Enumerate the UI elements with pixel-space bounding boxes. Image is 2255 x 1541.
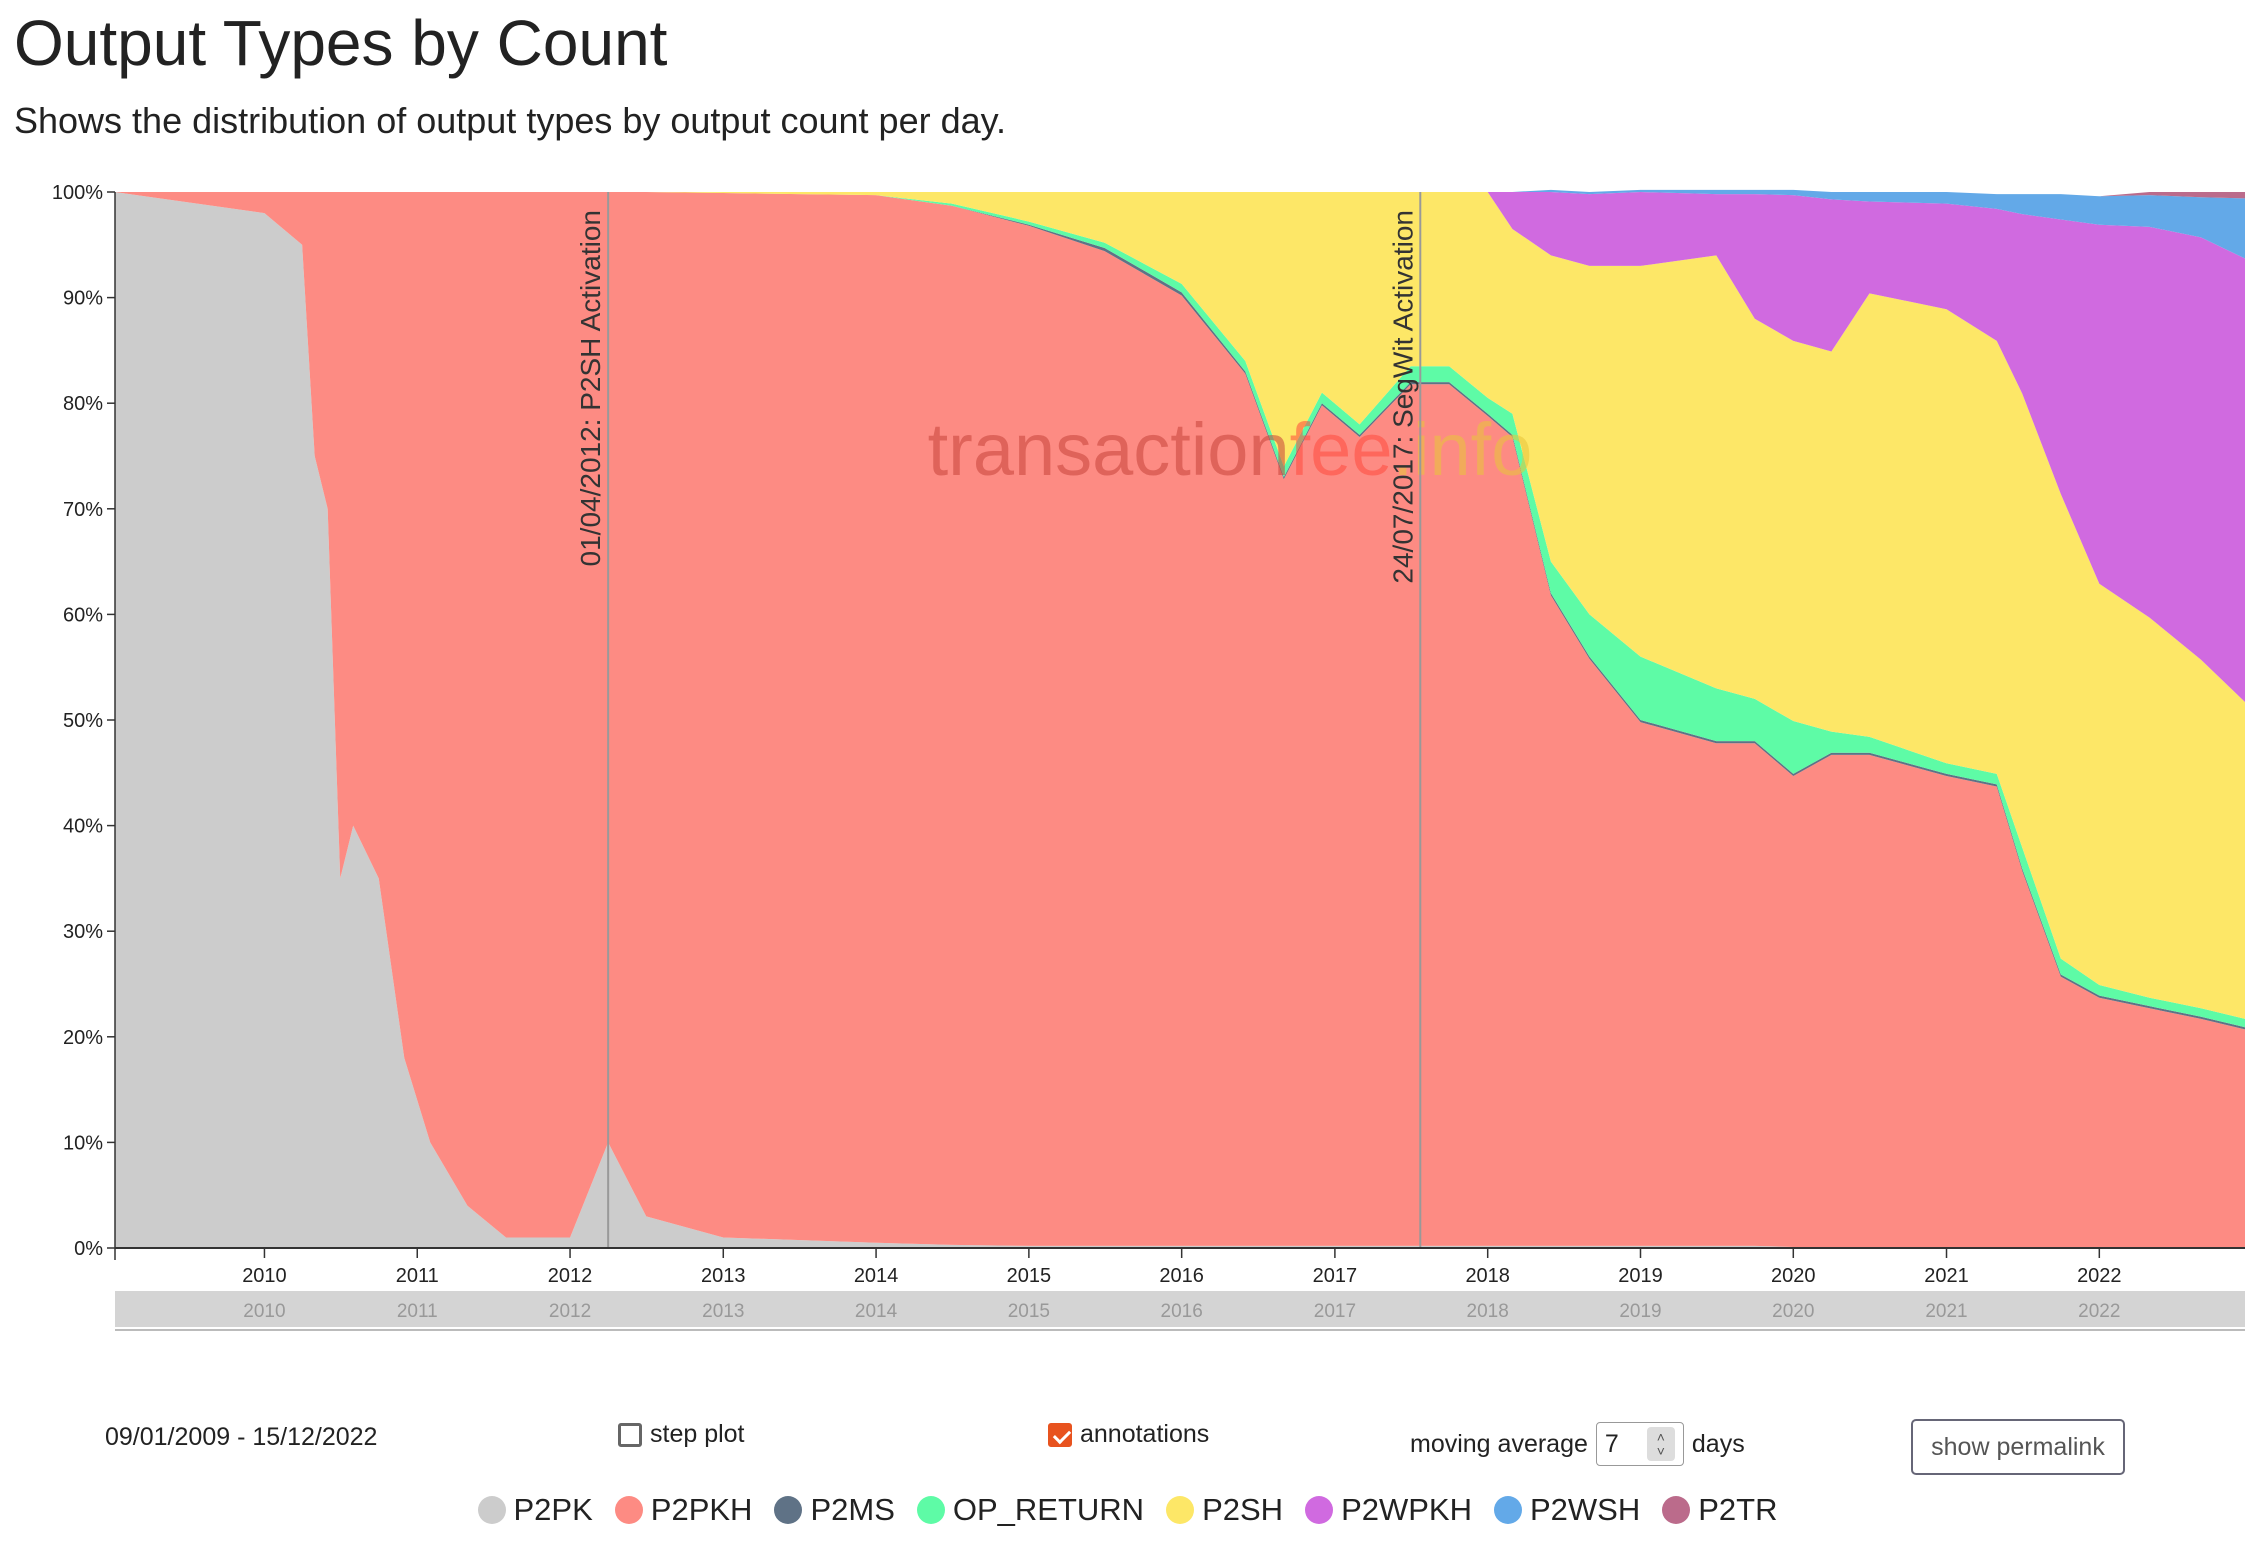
legend-swatch (1662, 1496, 1691, 1524)
y-tick-label: 30% (63, 921, 103, 943)
legend-label: P2PKH (650, 1492, 753, 1527)
annotations-layer: 01/04/2012: P2SH Activation 24/07/2017: S… (575, 192, 1422, 1248)
navigator-tick-label: 2020 (1772, 1301, 1814, 1322)
y-tick-label: 10% (63, 1132, 103, 1154)
legend-label: P2TR (1698, 1492, 1778, 1527)
stacked-areas (115, 189, 2245, 1248)
navigator-tick-label: 2019 (1619, 1301, 1661, 1322)
legend-label: P2SH (1202, 1492, 1284, 1527)
area-p2pk[interactable] (115, 192, 2245, 1248)
legend-swatch (1166, 1496, 1195, 1524)
navigator-tick-label: 2014 (855, 1301, 898, 1322)
navigator-band[interactable] (115, 1291, 2245, 1327)
svg-text:transactionfee.info: transactionfee.info (928, 408, 1533, 491)
x-tick-label: 2018 (1465, 1265, 1510, 1287)
step-plot-label: step plot (650, 1420, 745, 1448)
navigator-tick-label: 2016 (1161, 1301, 1203, 1322)
area-p2sh[interactable] (115, 192, 2245, 1019)
step-plot-box[interactable] (618, 1422, 642, 1447)
page-subtitle: Shows the distribution of output types b… (14, 100, 1006, 141)
y-tick-label: 100% (52, 182, 103, 204)
x-tick-label: 2019 (1618, 1265, 1663, 1287)
axes: 0% 10% 20% 30% 40% 50% 60% 70% 80% 90% 100% 2010 201… (52, 182, 2245, 1287)
legend-label: OP_RETURN (952, 1492, 1145, 1527)
x-tick-label: 2012 (548, 1265, 593, 1287)
legend-item-p2sh[interactable]: P2SH (1166, 1492, 1283, 1528)
step-plot-checkbox[interactable]: step plot (618, 1420, 745, 1449)
spinner-icon[interactable]: ˄ ˅ (1646, 1427, 1675, 1461)
x-tick-label: 2015 (1007, 1265, 1052, 1287)
legend-item-p2pkh[interactable]: P2PKH (614, 1492, 753, 1528)
watermark: transactionfee.info (928, 408, 1533, 491)
y-tick-label: 20% (63, 1027, 103, 1049)
navigator-tick-label: 2010 (243, 1301, 285, 1322)
moving-average-label: moving average (1410, 1429, 1588, 1458)
y-tick-label: 50% (63, 710, 103, 732)
chart-legend: P2PK P2PKH P2MS OP_RETURN P2SH P2WPKH P2WSH P2T… (0, 1492, 2255, 1528)
moving-average-input[interactable]: 7 ˄ ˅ (1595, 1422, 1684, 1466)
annotation-label-1: 01/04/2012: P2SH Activation (575, 210, 606, 566)
navigator-tick-label: 2015 (1008, 1301, 1050, 1322)
watermark-part-transaction: transaction (928, 408, 1290, 491)
area-p2wsh[interactable] (115, 189, 2245, 259)
legend-label: P2PK (513, 1492, 593, 1527)
moving-average-control: moving average 7 ˄ ˅ days (1410, 1422, 1745, 1466)
annotation-label-2: 24/07/2017: SegWit Activation (1387, 210, 1418, 584)
y-tick-label: 60% (63, 604, 103, 626)
moving-average-unit: days (1691, 1429, 1745, 1458)
x-tick-label: 2013 (701, 1265, 746, 1287)
x-tick-label: 2017 (1313, 1265, 1358, 1287)
navigator-tick-label: 2013 (702, 1301, 744, 1322)
x-tick-label: 2021 (1924, 1265, 1969, 1287)
navigator-tick-label: 2017 (1314, 1301, 1356, 1322)
legend-swatch (916, 1496, 945, 1524)
legend-item-p2pk[interactable]: P2PK (477, 1492, 593, 1528)
date-range-label: 09/01/2009 - 15/12/2022 (105, 1423, 378, 1451)
annotations-label: annotations (1080, 1420, 1210, 1448)
moving-average-value: 7 (1604, 1429, 1619, 1458)
x-tick-label: 2020 (1771, 1265, 1816, 1287)
page-title: Output Types by Count (14, 7, 668, 79)
navigator-tick-label: 2022 (2078, 1301, 2120, 1322)
annotations-box[interactable] (1048, 1422, 1072, 1447)
navigator-tick-label: 2012 (549, 1301, 591, 1322)
y-tick-label: 90% (63, 288, 103, 310)
watermark-part-info: .info (1392, 408, 1532, 491)
y-tick-label: 40% (63, 816, 103, 838)
y-tick-label: 70% (63, 499, 103, 521)
legend-swatch (774, 1496, 803, 1524)
y-tick-label: 0% (74, 1238, 103, 1260)
watermark-part-fee: fee (1290, 408, 1393, 491)
annotations-checkbox[interactable]: annotations (1048, 1420, 1209, 1449)
legend-label: P2WPKH (1341, 1492, 1472, 1527)
y-tick-label: 80% (63, 393, 103, 415)
show-permalink-button[interactable]: show permalink (1911, 1419, 2125, 1475)
output-types-area-chart[interactable]: transactionfee.info 01/04/2012: P2SH Act… (0, 170, 2255, 1350)
x-tick-label: 2022 (2077, 1265, 2122, 1287)
legend-item-p2wpkh[interactable]: P2WPKH (1305, 1492, 1472, 1528)
legend-label: P2WSH (1529, 1492, 1641, 1527)
navigator-tick-label: 2018 (1467, 1301, 1509, 1322)
navigator-tick-label: 2011 (397, 1301, 438, 1322)
navigator-tick-label: 2021 (1925, 1301, 1967, 1322)
x-tick-label: 2014 (854, 1265, 899, 1287)
legend-label: P2MS (810, 1492, 895, 1527)
legend-swatch (1493, 1496, 1522, 1524)
legend-item-p2ms[interactable]: P2MS (774, 1492, 895, 1528)
range-navigator[interactable]: 2010 2011 2012 2013 2014 2015 2016 2017 2018 2019… (115, 1291, 2245, 1331)
chart-container[interactable]: transactionfee.info 01/04/2012: P2SH Act… (0, 170, 2255, 1350)
area-p2pkh[interactable] (115, 192, 2245, 1247)
legend-item-p2tr[interactable]: P2TR (1662, 1492, 1777, 1528)
x-tick-label: 2016 (1159, 1265, 1204, 1287)
area-p2wpkh[interactable] (115, 192, 2245, 703)
x-tick-label: 2011 (396, 1265, 439, 1287)
x-tick-label: 2010 (242, 1265, 287, 1287)
legend-swatch (614, 1496, 643, 1524)
legend-swatch (1305, 1496, 1334, 1524)
legend-item-op-return[interactable]: OP_RETURN (916, 1492, 1145, 1528)
legend-item-p2wsh[interactable]: P2WSH (1493, 1492, 1641, 1528)
legend-swatch (477, 1496, 506, 1524)
